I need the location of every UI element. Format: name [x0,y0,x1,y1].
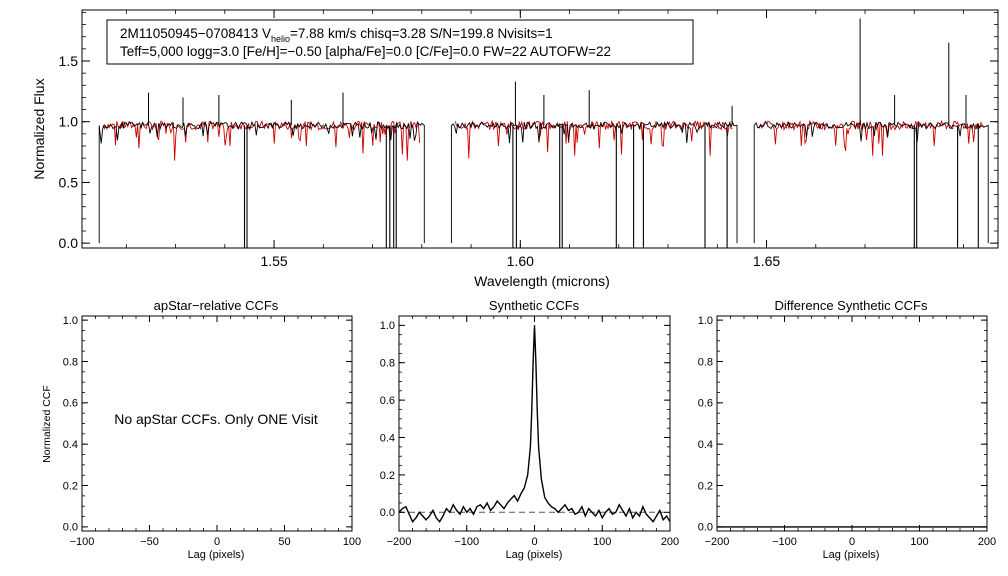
y-tick-label: 0.8 [698,356,713,368]
model-spectrum-line [454,119,733,159]
difference-ccf-frame [716,315,988,532]
apstar-ccf-message: No apStar CCFs. Only ONE Visit [114,411,318,427]
synthetic-ccf-x-axis-label: Lag (pixels) [506,549,563,561]
x-tick-label: −200 [387,536,412,548]
difference-ccf-title: Difference Synthetic CCFs [775,298,928,313]
model-spectrum-line [102,120,421,161]
y-tick-label: 0.0 [380,507,395,519]
y-tick-label: 1.0 [59,114,79,130]
apstar-ccf-title: apStar−relative CCFs [154,298,279,313]
spectrum-frame [81,9,999,249]
x-tick-label: 100 [593,536,611,548]
x-tick-label: 0 [214,536,220,548]
synthetic-ccf-title: Synthetic CCFs [489,298,580,313]
y-tick-label: 0.0 [63,522,78,534]
x-tick-label: −50 [140,536,159,548]
x-tick-label: 1.65 [753,253,780,269]
synthetic-ccf-panel: Synthetic CCFs −200 −100 0 100 200 0.0 0.2 0.4 0… [380,298,679,561]
model-spectrum-line [757,119,984,156]
apstar-ccf-panel: apStar−relative CCFs −100 −50 0 50 100 0.0 0.2… [41,298,361,561]
x-tick-label: −200 [705,536,730,548]
spectrum-axes: 1.55 1.60 1.65 0.0 0.5 1.0 1.5 [59,10,998,269]
spectrum-panel: 1.55 1.60 1.65 0.0 0.5 1.0 1.5 2M11050945−0708… [31,9,999,289]
x-tick-label: −100 [454,536,479,548]
y-tick-label: 1.0 [698,315,713,327]
difference-ccf-panel: Difference Synthetic CCFs −200 −100 0 100 20… [698,298,996,561]
difference-ccf-x-axis-label: Lag (pixels) [823,549,880,561]
y-tick-label: 0.2 [63,480,78,492]
annotation-box [106,19,694,65]
x-tick-label: 1.55 [260,253,287,269]
y-tick-label: 0.0 [59,235,79,251]
y-tick-label: 0.4 [63,439,78,451]
x-tick-label: 200 [661,536,679,548]
apstar-ccf-y-axis-label: Normalized CCF [41,385,53,463]
synthetic-ccf-axes: −200 −100 0 100 200 0.0 0.2 0.4 0.6 0.8 1.0 [380,316,679,548]
annotation-line-2: Teff=5,000 logg=3.0 [Fe/H]=−0.50 [alpha/… [120,44,611,59]
y-tick-label: 0.8 [380,358,395,370]
y-tick-label: 0.6 [380,395,395,407]
spectrum-y-axis-label: Normalized Flux [31,78,47,179]
x-tick-label: 1.60 [507,253,534,269]
x-tick-label: −100 [772,536,797,548]
x-tick-label: 0 [531,536,537,548]
synthetic-ccf-line [398,325,671,523]
y-tick-label: 0.4 [380,432,395,444]
y-tick-label: 1.0 [63,315,78,327]
y-tick-label: 0.2 [380,470,395,482]
observed-spectrum-line [450,120,738,244]
synthetic-ccf-frame [398,315,671,532]
y-tick-label: 0.0 [698,522,713,534]
spectrum-series [98,18,989,248]
spectrum-x-axis-label: Wavelength (microns) [474,273,610,289]
y-tick-label: 0.5 [59,174,79,190]
x-tick-label: 0 [849,536,855,548]
x-tick-label: −100 [70,536,95,548]
x-tick-label: 100 [910,536,928,548]
y-tick-label: 1.5 [59,53,79,69]
difference-ccf-axes: −200 −100 0 100 200 0.0 0.2 0.4 0.6 0.8 1.0 [698,315,996,548]
x-tick-label: 200 [978,536,996,548]
y-tick-label: 1.0 [380,320,395,332]
y-tick-label: 0.2 [698,480,713,492]
x-tick-label: 50 [278,536,290,548]
y-tick-label: 0.6 [698,398,713,410]
x-tick-label: 100 [343,536,361,548]
annotation-line-1: 2M11050945−0708413 Vhelio=7.88 km/s chis… [120,26,553,44]
y-tick-label: 0.4 [698,439,713,451]
synthetic-ccf-series [398,325,671,523]
observed-spectrum-line [98,120,425,244]
observed-spectrum-line [753,121,989,244]
apstar-ccf-axes: −100 −50 0 50 100 0.0 0.2 0.4 0.6 0.8 1.0 [63,315,361,548]
y-tick-label: 0.8 [63,356,78,368]
y-tick-label: 0.6 [63,398,78,410]
apstar-ccf-x-axis-label: Lag (pixels) [188,549,245,561]
